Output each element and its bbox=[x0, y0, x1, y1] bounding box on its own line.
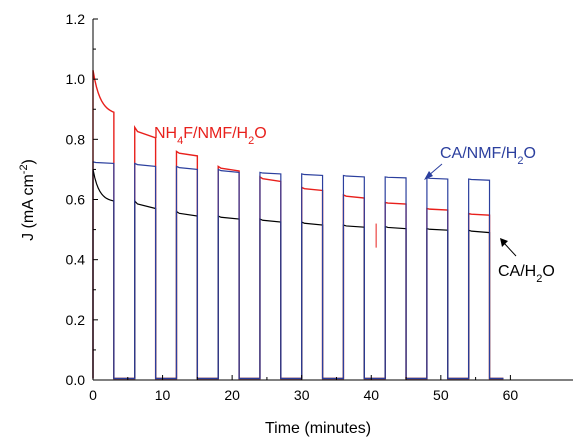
x-tick-label: 40 bbox=[363, 387, 379, 403]
label-ca-h2o: CA/H2O bbox=[498, 263, 555, 285]
x-tick-label: 10 bbox=[155, 387, 171, 403]
y-tick-label: 1.2 bbox=[66, 11, 86, 27]
axes: 0 10 20 30 40 50 60 0.0 0.2 0.4 0.6 0.8 1.0 1.2 bbox=[66, 11, 573, 403]
x-tick-label: 20 bbox=[224, 387, 240, 403]
plot-lines bbox=[92, 70, 504, 380]
y-tick-label: 0.8 bbox=[66, 131, 86, 147]
y-tick-label: 0.4 bbox=[66, 252, 86, 268]
x-tick-label: 50 bbox=[433, 387, 449, 403]
y-tick-label: 0.6 bbox=[66, 192, 86, 208]
arrow-ca-h2o bbox=[500, 238, 517, 257]
label-ca-nmf-h2o: CA/NMF/H2O bbox=[440, 145, 536, 167]
x-tick-label: 60 bbox=[503, 387, 519, 403]
series-line-ca-h2o bbox=[92, 169, 504, 380]
x-tick-label: 0 bbox=[89, 387, 97, 403]
x-ticks: 0 10 20 30 40 50 60 bbox=[89, 375, 518, 403]
x-tick-label: 30 bbox=[294, 387, 310, 403]
x-axis-title: Time (minutes) bbox=[265, 420, 371, 437]
arrow-ca-nmf-h2o bbox=[424, 163, 443, 180]
y-tick-label: 1.0 bbox=[66, 71, 86, 87]
series-line-nh4f-nmf-h2o bbox=[92, 70, 504, 380]
y-ticks: 0.0 0.2 0.4 0.6 0.8 1.0 1.2 bbox=[66, 11, 98, 388]
series-line-ca-nmf-h2o bbox=[92, 161, 504, 380]
y-tick-label: 0.0 bbox=[66, 372, 86, 388]
y-tick-label: 0.2 bbox=[66, 312, 86, 328]
label-nh4f-nmf-h2o: NH4F/NMF/H2O bbox=[154, 125, 267, 147]
y-axis-title: J (mA cm-2) bbox=[18, 159, 37, 241]
